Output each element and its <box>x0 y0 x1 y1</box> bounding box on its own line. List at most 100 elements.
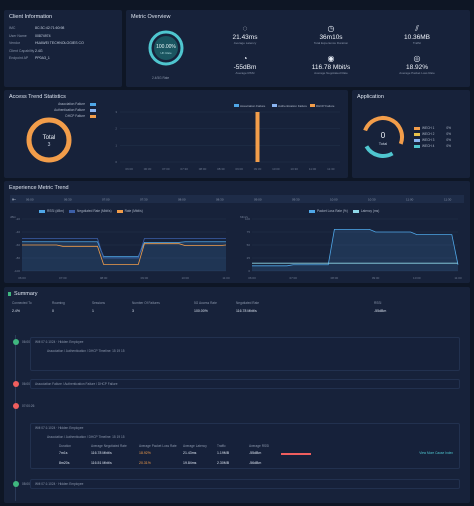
timeline-dot <box>13 481 19 487</box>
timeline-card[interactable]: Wifi 07:1:1024 · Hidden Employee <box>30 479 460 489</box>
bar-legend-label: DHCP Failure <box>316 104 335 108</box>
detail-value: 20.31% <box>139 461 151 465</box>
timeline-title: Wifi 07:1:1024 · Hidden Employee <box>35 340 84 344</box>
summary-col-value: 100.00% <box>194 309 208 313</box>
metric-overview-panel: Metric Overview 100.00% UK Rate 2.4/5G R… <box>126 10 470 87</box>
summary-col-label: Connected To <box>12 301 32 305</box>
client-info-row: Client Capability2.4G <box>9 49 43 53</box>
bar-legend-swatch <box>234 104 239 107</box>
application-total-label: Total <box>379 141 388 146</box>
detail-header: Duration <box>59 444 72 448</box>
summary-col-value: 116.78 Mbit/s <box>236 309 257 313</box>
time-axis-label: 06:30 <box>64 198 72 202</box>
metric-label: Total Experience Duration <box>313 41 349 45</box>
failure-legend-item[interactable]: Association Failure <box>58 102 98 106</box>
timeline-card[interactable]: Wifi 07:1:1024 · Hidden Employee Associat… <box>30 337 460 371</box>
metric-label: Average Latency <box>233 41 257 45</box>
legend-swatch <box>90 114 96 118</box>
series-line <box>22 238 226 259</box>
summary-col-value: 2.4% <box>12 309 20 313</box>
legend-swatch <box>69 209 76 213</box>
legend-swatch <box>90 102 96 106</box>
detail-header: Average Negotiated Rate <box>91 444 127 448</box>
timeline-desc: Association / Authentication / DHCP Time… <box>47 349 125 353</box>
client-info-value: HUAWEI TECHNOLOGIES CO <box>35 41 84 45</box>
metric-speed: ◉ 116.78 Mbit/s Average Negotiated Rate <box>296 54 366 75</box>
timeline-dot <box>13 403 19 409</box>
y-tick-label: 0 <box>115 160 117 164</box>
loss-legend-label[interactable]: Latency (ms) <box>360 209 380 213</box>
rssi-legend-label[interactable]: RSSI (dBm) <box>47 209 65 213</box>
rssi-line-chart: dBm -20 -40 -60 -80 -100 06:00 07:00 08:00 09:00 1… <box>10 215 230 280</box>
client-info-row: User Name 00874974 <box>9 34 51 38</box>
timeline-time: 08:00:30 <box>22 482 35 486</box>
summary-panel: Summary Wifi 07:1:1024 · Hidden Employee… <box>4 287 470 503</box>
y-tick-label: 3 <box>115 110 117 114</box>
client-info-value: 8C:3C:42:71:60:98 <box>35 26 65 30</box>
application-legend-item[interactable]: WECH 1 0% <box>414 126 451 130</box>
application-title: Application <box>357 94 384 100</box>
x-tick-label: 09:00 <box>141 276 149 280</box>
metric-label: Average Negotiated Rate <box>314 71 348 75</box>
latency-icon: ◌ <box>242 24 248 33</box>
y-tick-label: 25 <box>247 256 251 260</box>
signal-icon: ◔ <box>242 54 248 63</box>
application-legend-item[interactable]: WECH 2 0% <box>414 132 451 136</box>
metric-loss: ◎ 18.92% Average Packet Loss Rate <box>382 54 452 75</box>
view-more-link[interactable]: View More Cause Index <box>419 451 453 455</box>
summary-title: Summary <box>14 291 38 297</box>
detail-value: 21.43ms <box>183 451 197 455</box>
timeline-time: 07:00:26 <box>22 404 35 408</box>
time-axis-slider[interactable]: 06:00 06:30 07:00 07:30 08:00 08:30 09:00 09:30… <box>10 195 464 203</box>
client-info-label: Vendor <box>9 41 21 45</box>
x-tick-label: 06:00 <box>248 276 256 280</box>
clock-icon: ◷ <box>327 24 335 33</box>
time-axis-label: 09:00 <box>254 198 262 202</box>
loss-legend-label[interactable]: Packet Loss Rate (%) <box>317 209 348 213</box>
bar-legend-swatch <box>272 104 277 107</box>
detail-value: -55dBm <box>249 451 262 455</box>
series-area <box>252 229 458 271</box>
time-axis-label: 11:00 <box>406 198 414 202</box>
application-name: WECH 4 <box>422 144 435 148</box>
y-tick-label: -100 <box>14 269 20 273</box>
x-tick-label: 07:30 <box>180 167 188 171</box>
client-info-label: IMC <box>9 26 16 30</box>
summary-col-value: -55dBm <box>374 309 387 313</box>
rssi-legend-label[interactable]: Negotiated Rate (Mbit/s) <box>77 209 112 213</box>
application-legend-item[interactable]: WECH 3 0% <box>414 138 451 142</box>
timeline-card[interactable]: Association Failure / Authentication Fai… <box>30 379 460 389</box>
failure-legend-item[interactable]: Authentication Failure <box>54 108 98 112</box>
summary-col-label: Number Of Failures <box>132 301 160 305</box>
x-tick-label: 07:00 <box>59 276 67 280</box>
timeline-dot <box>13 339 19 345</box>
summary-col-label: Roaming <box>52 301 65 305</box>
detail-value: 8m20s <box>59 461 70 465</box>
y-tick-label: -60 <box>16 243 21 247</box>
access-total-label: Total <box>43 135 56 141</box>
bar-legend-label: Association Failure <box>240 104 266 108</box>
application-value: 0% <box>446 138 452 142</box>
detail-header: Average Latency <box>183 444 207 448</box>
rssi-legend-label[interactable]: Rate (Mbit/s) <box>124 209 143 213</box>
access-trend-bar-chart: Association Failure Authentication Failur… <box>115 104 340 171</box>
metric-clock: ◷ 36m10s Total Experience Duration <box>296 24 366 45</box>
uk-rate-value: 100.00% <box>156 44 176 50</box>
experience-trend-panel: Experience Metric Trend 06:00 06:30 07:00 0… <box>4 181 470 283</box>
failure-legend-label: DHCP Failure <box>65 114 85 118</box>
failure-legend-item[interactable]: DHCP Failure <box>65 114 98 118</box>
x-tick-label: 06:00 <box>125 167 133 171</box>
summary-col-label: RSSI <box>374 301 382 305</box>
timeline-title: Association Failure / Authentication Fai… <box>35 382 118 386</box>
application-legend-item[interactable]: WECH 4 0% <box>414 144 451 148</box>
client-info-label: Client Capability <box>9 48 35 53</box>
traffic-bar <box>281 453 311 455</box>
application-name: WECH 1 <box>422 126 435 130</box>
time-axis-label: 11:30 <box>444 198 452 202</box>
x-tick-label: 09:00 <box>235 167 243 171</box>
metric-label: Average RSSI <box>235 71 255 75</box>
application-value: 0% <box>446 132 452 136</box>
summary-col-value: 3 <box>132 309 134 313</box>
timeline-dot <box>13 381 19 387</box>
